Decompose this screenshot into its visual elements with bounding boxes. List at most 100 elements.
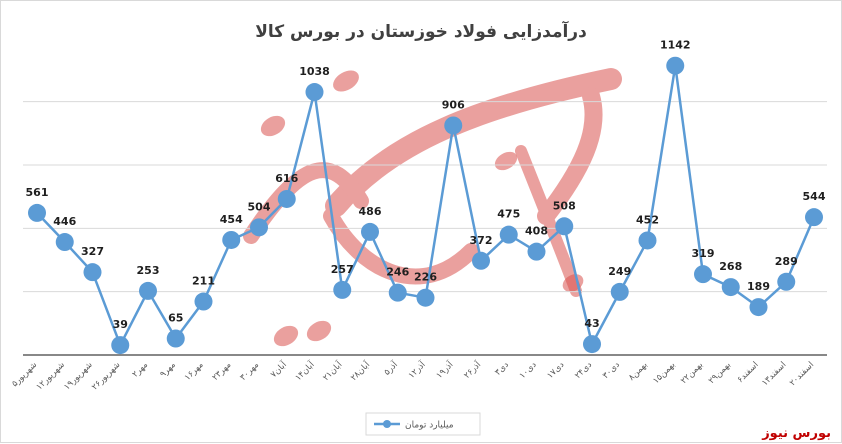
data-point (472, 251, 490, 270)
data-point (55, 233, 74, 252)
x-tick-label: ۲۲بهمن (679, 360, 705, 386)
x-tick-label: ۲۶شهریور (90, 360, 122, 392)
x-tick-label: ۲مهر (130, 360, 150, 380)
legend-marker-swatch (383, 420, 391, 428)
data-label: 257 (331, 263, 354, 276)
data-label: 289 (775, 255, 798, 268)
x-tick-label: ۶اسفند (736, 360, 761, 385)
data-label: 226 (414, 271, 437, 284)
watermark-dots (260, 70, 584, 347)
data-label: 39 (113, 318, 128, 331)
x-tick-label: ۱۵بهمن (651, 360, 677, 386)
data-point (555, 217, 574, 236)
data-point (583, 335, 601, 354)
x-tick-label: ۹مهر (158, 360, 178, 380)
legend: میلیارد تومان (365, 412, 481, 436)
data-point (250, 218, 268, 237)
x-tick-label: ۱۹شهریور (62, 360, 94, 392)
x-tick-label: ۲۰اسفند (788, 360, 816, 388)
data-label: 454 (220, 213, 243, 226)
data-point (305, 83, 324, 102)
data-point (111, 336, 130, 355)
data-label: 408 (525, 225, 548, 238)
data-label: 211 (192, 275, 215, 288)
x-tick-label: ۱۶مهر (183, 360, 206, 383)
x-tick-label: ۲۳مهر (211, 360, 234, 383)
data-point (222, 230, 241, 249)
data-point (28, 203, 46, 222)
x-tick-label: ۳۰دی (601, 360, 622, 381)
chart-title: درآمدزایی فولاد خوزستان در بورس کالا (255, 20, 587, 42)
x-tick-label: ۲۹بهمن (707, 360, 733, 386)
watermark-text: بورس نیوز (761, 426, 831, 441)
data-labels: 561 446 327 39 253 65 211 454 504 616 1038 257 486 24… (26, 39, 826, 331)
x-tick-label: ۵آذر (381, 358, 400, 377)
data-label: 616 (275, 172, 298, 185)
data-label: 43 (584, 317, 599, 330)
data-label: 1038 (299, 65, 330, 78)
x-tick-label: ۱۲آذر (405, 358, 428, 381)
data-point (333, 280, 352, 299)
data-point (166, 329, 185, 348)
data-label: 508 (553, 199, 576, 212)
x-tick-label: ۸بهمن (627, 360, 650, 383)
x-tick-label: ۷آبان (268, 358, 290, 380)
watermark-stroke (243, 162, 369, 244)
watermark-dot (306, 320, 332, 342)
x-tick-label: ۲۶آذر (461, 358, 484, 381)
watermark-dot (260, 115, 286, 137)
data-point (527, 242, 546, 261)
data-point (666, 56, 685, 75)
data-point (416, 288, 435, 307)
data-label: 327 (81, 245, 104, 258)
data-point (777, 272, 796, 291)
data-point (277, 189, 296, 208)
data-point (749, 298, 768, 317)
x-tick-label: ۱۹آذر (433, 358, 456, 381)
x-tick-label: ۲۴دی (573, 360, 594, 381)
x-tick-label: ۱۳اسفند (760, 360, 788, 388)
data-label: 475 (497, 208, 520, 221)
data-label: 319 (692, 247, 715, 260)
data-label: 268 (719, 260, 742, 273)
x-tick-label: ۱۰دی (518, 360, 539, 381)
watermark-stroke (537, 87, 603, 225)
data-point (721, 278, 740, 297)
data-label: 1142 (660, 39, 691, 52)
x-tick-label: ۳دی (493, 360, 511, 378)
data-label: 189 (747, 280, 770, 293)
data-label: 504 (248, 200, 271, 213)
x-tick-label: ۱۴آبان (292, 358, 317, 383)
x-tick-label: ۲۸آبان (348, 358, 373, 383)
data-label: 561 (26, 186, 49, 199)
data-point (194, 292, 213, 311)
data-label: 65 (168, 312, 183, 325)
series-markers (28, 56, 823, 355)
data-label: 246 (386, 266, 409, 279)
data-point (388, 283, 407, 302)
x-tick-label: ۱۲شهریور (35, 360, 67, 392)
data-point (83, 263, 102, 282)
data-label: 446 (53, 215, 76, 228)
data-point (638, 231, 657, 250)
data-point (361, 222, 379, 241)
watermark-dot (273, 325, 299, 347)
watermark-dot (494, 151, 518, 171)
x-tick-label: ۳۰مهر (238, 360, 261, 383)
watermark-dot (333, 70, 359, 92)
data-point (610, 282, 629, 301)
x-tick-label: ۲۱آبان (320, 358, 345, 383)
data-point (694, 265, 712, 284)
data-label: 544 (803, 190, 826, 203)
data-label: 486 (359, 205, 382, 218)
data-label: 452 (636, 213, 659, 226)
data-label: 253 (137, 264, 160, 277)
legend-series-name: میلیارد تومان (405, 421, 454, 431)
data-point (499, 225, 518, 244)
watermark-stroke (323, 208, 479, 285)
x-tick-label: ۱۷دی (545, 360, 566, 381)
data-label: 372 (470, 234, 493, 247)
